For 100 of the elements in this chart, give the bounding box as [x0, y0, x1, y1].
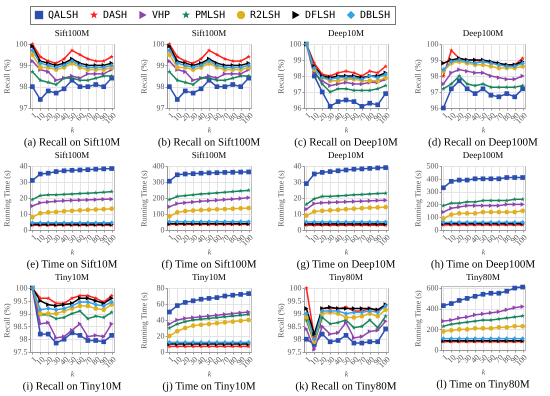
text: (f) Time on Sift100M — [161, 258, 257, 270]
legend-label: R2LSH — [250, 10, 280, 21]
y-tick-label: 98 — [20, 334, 28, 344]
y-tick-label: 98.5 — [14, 322, 28, 331]
y-tick-label: 100 — [290, 40, 302, 48]
y-tick-label: 99.5 — [14, 296, 28, 306]
chart-title: Tiny80M — [466, 272, 500, 282]
y-axis-title: Recall (%) — [140, 58, 148, 94]
x-axis-title: k — [70, 126, 75, 135]
x-axis-title: k — [70, 248, 75, 257]
text: (a) Recall on Sift10M — [24, 136, 120, 148]
y-tick-label: 600 — [426, 284, 438, 293]
y-tick-label: 98 — [294, 72, 302, 80]
y-tick-label: 200 — [426, 324, 438, 334]
x-axis-title: k — [208, 248, 212, 257]
y-tick-label: 97 — [430, 88, 438, 96]
y-axis-title: Recall (%) — [414, 58, 422, 94]
y-tick-label: 30 — [20, 178, 28, 186]
y-tick-label: 500 — [426, 162, 438, 170]
y-tick-label: 20 — [156, 332, 164, 340]
y-axis-title: Running Time (s) — [276, 170, 286, 227]
legend-label: VHP — [152, 10, 170, 21]
y-tick-label: 100 — [426, 212, 438, 222]
y-axis-title: Running Time (s) — [140, 170, 148, 227]
y-tick-label: 97 — [294, 88, 302, 96]
chart-title: Deep100M — [462, 28, 504, 38]
text: (b) Recall on Sift100M — [158, 136, 260, 148]
chart-title: Sift100M — [192, 28, 226, 38]
chart-title: Sift100M — [54, 150, 90, 160]
x-axis-title: k — [70, 370, 75, 379]
y-axis-title: Running Time (s) — [2, 170, 12, 227]
y-tick-label: 400 — [152, 162, 164, 170]
y-tick-label: 60 — [156, 300, 164, 308]
y-axis-title: Recall (%) — [2, 302, 12, 338]
y-tick-label: 0 — [24, 226, 28, 234]
y-tick-label: 200 — [152, 194, 164, 202]
x-axis-title: k — [482, 126, 486, 135]
text: (k) Recall on Tiny80M — [295, 380, 397, 392]
x-axis-title: k — [208, 370, 212, 379]
chart-title: Sift100M — [192, 150, 226, 160]
chart-title: Tiny10M — [192, 272, 226, 282]
x-axis-title: k — [344, 126, 349, 135]
text: (d) Recall on Deep100M — [428, 136, 538, 148]
legend-label: PMLSH — [195, 10, 226, 21]
y-tick-label: 40 — [294, 162, 302, 170]
y-tick-label: 98 — [430, 72, 438, 80]
y-tick-label: 97 — [156, 104, 164, 112]
y-tick-label: 98.5 — [288, 322, 302, 331]
y-tick-label: 0 — [298, 226, 302, 234]
legend-label: DFLSH — [305, 10, 336, 21]
text: (g) Time on Deep10M — [296, 258, 396, 270]
y-tick-label: 200 — [426, 200, 438, 209]
chart-title: Tiny10M — [55, 272, 89, 282]
y-tick-label: 20 — [20, 194, 28, 202]
y-tick-label: 99 — [20, 309, 28, 318]
y-tick-label: 100 — [152, 40, 164, 48]
y-axis-title: Recall (%) — [276, 302, 286, 338]
y-tick-label: 100 — [16, 40, 28, 48]
text: (i) Recall on Tiny10M — [22, 380, 122, 392]
x-axis-title: k — [208, 126, 212, 135]
legend-label: DBLSH — [360, 10, 390, 21]
x-axis-title: k — [344, 370, 349, 379]
text: (l) Time on Tiny80M — [436, 378, 530, 390]
y-tick-label: 100 — [290, 284, 302, 292]
y-axis-title: Running Time (s) — [414, 170, 422, 227]
y-axis-title: Recall (%) — [2, 58, 12, 94]
chart-title: Deep10M — [328, 28, 364, 38]
y-tick-label: 100 — [152, 210, 164, 218]
y-tick-label: 97.5 — [14, 348, 28, 356]
y-tick-label: 40 — [156, 316, 164, 324]
y-tick-label: 98 — [156, 82, 164, 92]
chart-title: Sift100M — [54, 28, 90, 38]
y-tick-label: 300 — [426, 187, 438, 196]
y-axis-title: Running Time (s) — [140, 292, 148, 349]
y-tick-label: 0 — [160, 226, 164, 234]
text: (e) Time on Sift10M — [26, 258, 118, 270]
y-tick-label: 97.5 — [288, 348, 302, 356]
y-tick-label: 400 — [426, 174, 438, 184]
y-tick-label: 0 — [434, 346, 438, 354]
y-tick-label: 99 — [430, 56, 438, 64]
y-tick-label: 99.5 — [288, 296, 302, 306]
y-tick-label: 96 — [430, 104, 438, 112]
y-tick-label: 98 — [20, 82, 28, 92]
y-tick-label: 40 — [20, 162, 28, 170]
y-tick-label: 99 — [156, 60, 164, 70]
text: (j) Time on Tiny10M — [162, 380, 256, 392]
y-tick-label: 80 — [156, 284, 164, 292]
y-tick-label: 10 — [20, 210, 28, 218]
y-tick-label: 98 — [294, 334, 302, 344]
chart-title: Deep100M — [462, 150, 504, 160]
y-tick-label: 99 — [294, 56, 302, 64]
legend-label: DASH — [103, 10, 128, 21]
y-tick-label: 0 — [160, 348, 164, 356]
y-tick-label: 99 — [20, 60, 28, 70]
y-tick-label: 10 — [294, 210, 302, 218]
x-axis-title: k — [482, 248, 486, 257]
y-tick-label: 97 — [20, 104, 28, 112]
y-tick-label: 96 — [294, 104, 302, 112]
y-tick-label: 400 — [426, 304, 438, 314]
y-tick-label: 20 — [294, 194, 302, 202]
